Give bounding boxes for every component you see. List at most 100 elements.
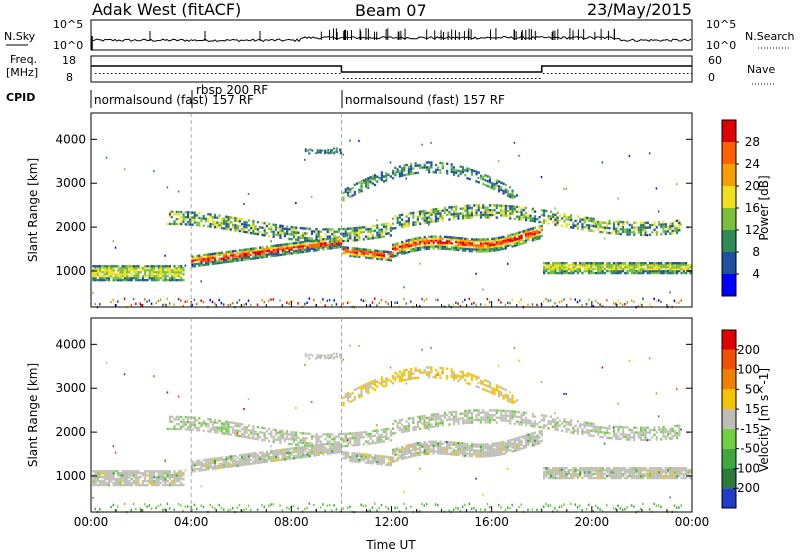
scatter-cell bbox=[220, 424, 223, 428]
scatter-cell bbox=[175, 415, 178, 419]
scatter-cell bbox=[236, 217, 239, 220]
scatter-cell bbox=[346, 301, 349, 305]
scatter-cell bbox=[171, 479, 174, 483]
scatter-cell bbox=[475, 272, 477, 275]
scatter-cell bbox=[259, 461, 262, 464]
scatter-cell bbox=[380, 461, 383, 464]
scatter-cell bbox=[132, 271, 136, 274]
scatter-cell bbox=[646, 265, 649, 269]
scatter-cell bbox=[358, 386, 361, 389]
scatter-cell bbox=[250, 247, 253, 251]
scatter-cell bbox=[500, 209, 503, 212]
scatter-cell bbox=[135, 507, 137, 511]
scatter-cell bbox=[382, 230, 386, 233]
scatter-cell bbox=[389, 380, 392, 383]
scatter-cell bbox=[428, 366, 431, 369]
scatter-cell bbox=[461, 212, 465, 215]
scatter-cell bbox=[484, 447, 487, 450]
scatter-cell bbox=[452, 508, 455, 511]
scatter-cell bbox=[153, 476, 156, 479]
scatter-cell bbox=[567, 263, 570, 267]
scatter-cell bbox=[428, 211, 431, 214]
scatter-cell bbox=[286, 449, 289, 453]
scatter-cell bbox=[601, 267, 604, 271]
scatter-cell bbox=[576, 215, 580, 218]
scatter-cell bbox=[396, 221, 399, 225]
scatter-cell bbox=[401, 423, 404, 426]
scatter-cell bbox=[657, 210, 660, 213]
scatter-cell bbox=[279, 450, 282, 454]
scatter-cell bbox=[351, 399, 354, 402]
scatter-cell bbox=[689, 265, 692, 269]
scatter-cell bbox=[182, 269, 185, 272]
scatter-cell bbox=[157, 269, 160, 272]
scatter-cell bbox=[319, 151, 322, 154]
scatter-cell bbox=[157, 474, 160, 477]
scatter-cell bbox=[506, 236, 510, 240]
scatter-cell bbox=[243, 258, 246, 261]
scatter-cell bbox=[137, 272, 140, 276]
scatter-cell bbox=[256, 230, 259, 233]
scatter-cell bbox=[229, 260, 232, 263]
scatter-cell bbox=[430, 448, 433, 451]
scatter-cell bbox=[432, 237, 435, 240]
scatter-cell bbox=[592, 217, 595, 221]
scatter-cell bbox=[419, 467, 421, 470]
scatter-cell bbox=[484, 413, 487, 417]
scatter-cell bbox=[396, 252, 399, 255]
scatter-cell bbox=[466, 374, 469, 378]
scatter-cell bbox=[479, 418, 483, 422]
scatter-cell bbox=[437, 415, 440, 418]
scatter-cell bbox=[290, 242, 293, 245]
scatter-cell bbox=[385, 427, 388, 431]
scatter-cell bbox=[333, 445, 336, 448]
scatter-cell bbox=[401, 377, 404, 380]
scatter-cell bbox=[655, 267, 658, 271]
scatter-cell bbox=[628, 230, 631, 234]
scatter-cell bbox=[349, 505, 351, 509]
scatter-cell bbox=[477, 449, 480, 452]
scatter-cell bbox=[373, 224, 377, 228]
scatter-cell bbox=[319, 442, 323, 446]
scatter-cell bbox=[554, 207, 556, 210]
scatter-cell bbox=[270, 455, 273, 459]
scatter-cell bbox=[416, 239, 419, 242]
scatter-cell bbox=[290, 228, 293, 231]
scatter-cell bbox=[416, 423, 419, 426]
scatter-cell bbox=[407, 165, 410, 169]
scatter-cell bbox=[642, 262, 645, 265]
freq-tick-lo: 8 bbox=[66, 71, 73, 84]
scatter-cell bbox=[486, 211, 489, 214]
scatter-cell bbox=[247, 247, 250, 251]
scatter-cell bbox=[455, 376, 458, 379]
scatter-cell bbox=[191, 423, 194, 427]
scatter-cell bbox=[509, 234, 512, 237]
scatter-cell bbox=[407, 377, 410, 381]
scatter-cell bbox=[148, 265, 151, 268]
scatter-cell bbox=[446, 418, 449, 422]
scatter-cell bbox=[513, 205, 516, 208]
scatter-cell bbox=[243, 463, 246, 466]
scatter-cell bbox=[144, 483, 147, 487]
scatter-cell bbox=[428, 241, 431, 244]
scatter-cell bbox=[437, 247, 440, 250]
scatter-cell bbox=[419, 417, 422, 421]
scatter-cell bbox=[594, 263, 598, 267]
scatter-cell bbox=[211, 459, 214, 463]
scatter-cell bbox=[470, 211, 474, 215]
scatter-cell bbox=[398, 172, 401, 176]
scatter-cell bbox=[216, 421, 219, 424]
scatter-cell bbox=[403, 297, 405, 301]
scatter-cell bbox=[633, 267, 636, 271]
scatter-cell bbox=[231, 255, 235, 259]
scatter-cell bbox=[141, 481, 145, 485]
scatter-cell bbox=[166, 427, 169, 431]
scatter-cell bbox=[470, 238, 474, 241]
scatter-cell bbox=[317, 440, 320, 443]
scatter-cell bbox=[222, 508, 225, 511]
scatter-cell bbox=[211, 300, 214, 304]
scatter-cell bbox=[119, 276, 122, 280]
scatter-cell bbox=[466, 446, 469, 450]
scatter-cell bbox=[213, 421, 217, 424]
scatter-cell bbox=[270, 435, 273, 438]
